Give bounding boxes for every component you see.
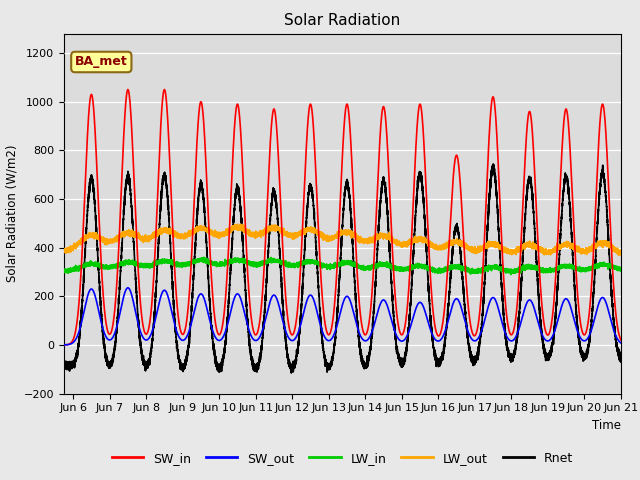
Legend: SW_in, SW_out, LW_in, LW_out, Rnet: SW_in, SW_out, LW_in, LW_out, Rnet xyxy=(107,447,578,469)
Y-axis label: Solar Radiation (W/m2): Solar Radiation (W/m2) xyxy=(5,145,18,282)
Text: BA_met: BA_met xyxy=(75,56,128,69)
X-axis label: Time: Time xyxy=(592,419,621,432)
Title: Solar Radiation: Solar Radiation xyxy=(284,13,401,28)
